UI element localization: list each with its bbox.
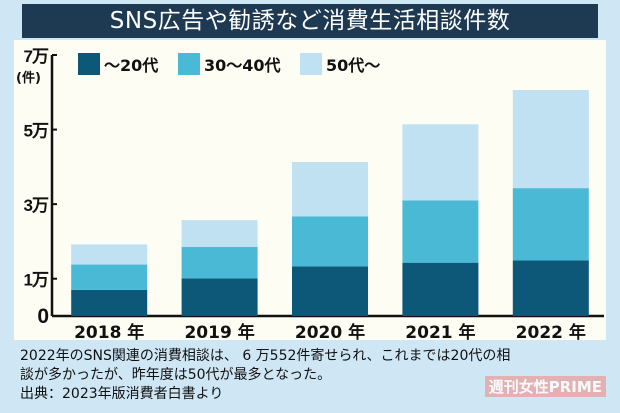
legend-swatch (178, 53, 200, 75)
legend-label: ～20代 (104, 56, 158, 75)
y-tick-label: 5万 (24, 122, 49, 141)
y-tick-label: 3万 (24, 196, 49, 215)
legend-label: 50代～ (326, 56, 380, 75)
bar-segment (402, 262, 479, 316)
legend-swatch (300, 53, 322, 75)
legend-label: 30～40代 (204, 56, 281, 75)
bar-segment (181, 220, 258, 248)
bar-segment (71, 244, 148, 265)
bar-segment (292, 216, 368, 267)
y-axis-unit: (件) (16, 70, 41, 86)
bar-segment (512, 90, 589, 189)
legend-swatch (78, 53, 100, 75)
x-tick-label: 2020 年 (295, 322, 365, 340)
x-tick-label: 2019 年 (184, 322, 254, 340)
bar-segment (292, 266, 368, 316)
source-text: 出典：2023年版消費者白書より (20, 386, 224, 402)
bar-segment (71, 289, 148, 316)
x-tick-label: 2022 年 (516, 322, 586, 340)
caption-line-2: 談が多かったが、昨年度は50代が最多となった。 (20, 367, 332, 383)
brand-logo: 週刊女性PRIME (484, 376, 606, 397)
chart-panel: 0 1万 3万 5万 7万 (件) 2018 年 2019 年 2020 年 2021 年 2022… (14, 40, 606, 340)
bar-segment (512, 188, 589, 261)
bar-segment (292, 162, 368, 217)
bar-segment (181, 278, 258, 316)
bar-segment (181, 247, 258, 279)
y-tick-label: 1万 (24, 271, 49, 290)
caption: 2022年のSNS関連の消費相談は、 6 万552件寄せられ、これまでは20代の… (20, 347, 610, 404)
bar-segment (512, 260, 589, 316)
x-tick-label: 2021 年 (405, 322, 475, 340)
y-tick-label: 0 (37, 305, 48, 328)
caption-line-1: 2022年のSNS関連の消費相談は、 6 万552件寄せられ、これまでは20代の… (20, 348, 511, 364)
bar-segment (71, 264, 148, 290)
x-tick-label: 2018 年 (74, 322, 144, 340)
y-tick-label: 7万 (24, 47, 49, 66)
bar-segment (402, 124, 479, 201)
stacked-bar-chart: 0 1万 3万 5万 7万 (件) 2018 年 2019 年 2020 年 2021 年 2022… (16, 47, 604, 340)
bar-segment (402, 200, 479, 263)
chart-title: SNS広告や勧誘など消費生活相談件数 (22, 4, 598, 38)
